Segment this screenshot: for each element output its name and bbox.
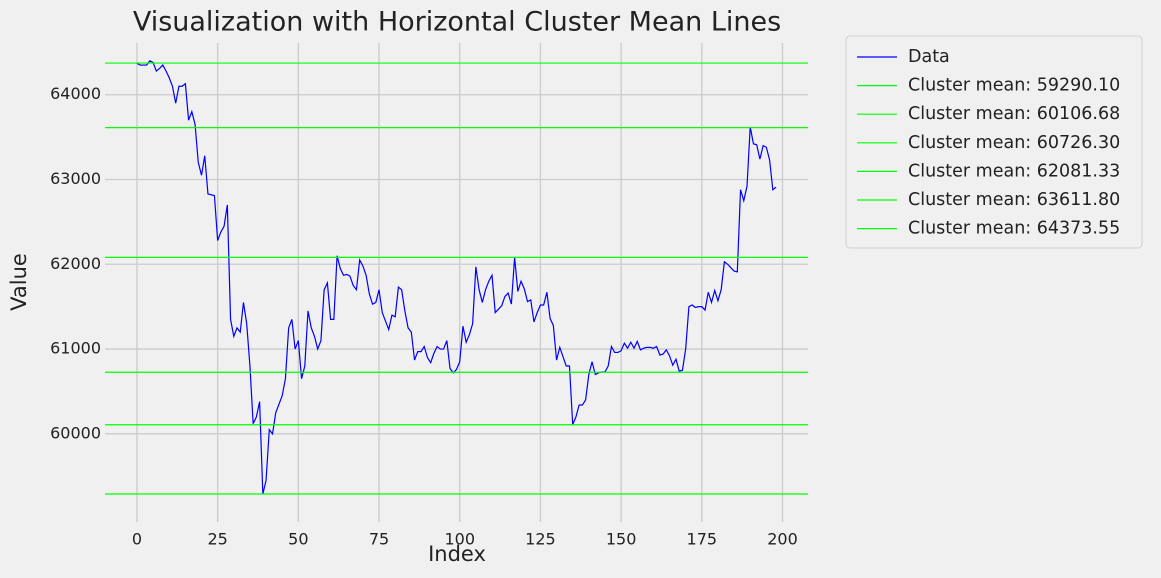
plot-area: 0 25 50 75 100 125 150 175 200 60000 61000 62000 630…: [50, 43, 808, 549]
y-tick-label: 64000: [50, 84, 101, 103]
x-tick-label: 50: [288, 530, 308, 549]
data-line: [136, 60, 777, 495]
legend-label: Data: [908, 47, 950, 67]
x-tick-label: 75: [369, 530, 389, 549]
y-tick-label: 60000: [50, 423, 101, 442]
legend-label: Cluster mean: 62081.33: [908, 161, 1120, 181]
legend-label: Cluster mean: 60726.30: [908, 133, 1120, 153]
legend-label: Cluster mean: 59290.10: [908, 76, 1120, 96]
legend: Data Cluster mean: 59290.10 Cluster mean: …: [845, 35, 1143, 249]
x-tick-label: 150: [606, 530, 637, 549]
x-tick-label: 125: [525, 530, 556, 549]
legend-label: Cluster mean: 63611.80: [908, 190, 1120, 210]
y-tick-label: 62000: [50, 254, 101, 273]
x-tick-label: 100: [444, 530, 475, 549]
x-tick-label: 25: [207, 530, 227, 549]
chart-title: Visualization with Horizontal Cluster Me…: [133, 7, 781, 38]
y-tick-label: 61000: [50, 339, 101, 358]
x-tick-label: 175: [687, 530, 718, 549]
legend-label: Cluster mean: 64373.55: [908, 219, 1120, 239]
legend-box: [845, 35, 1143, 249]
x-tick-label: 200: [767, 530, 798, 549]
y-tick-label: 63000: [50, 169, 101, 188]
x-tick-label: 0: [132, 530, 142, 549]
legend-label: Cluster mean: 60106.68: [908, 104, 1120, 124]
y-axis-label: Value: [7, 253, 31, 311]
x-axis-label: Index: [428, 542, 486, 566]
